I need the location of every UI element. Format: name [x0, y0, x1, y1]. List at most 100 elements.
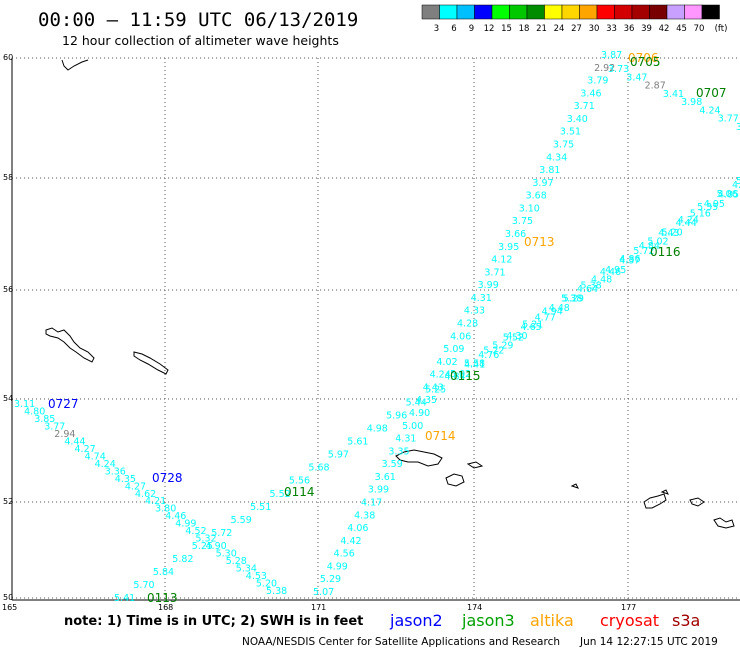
legend-swatch [684, 4, 703, 20]
wave-height-value: 4.99 [327, 561, 348, 572]
legend-value: 18 [519, 24, 530, 34]
wave-height-value: 4.28 [457, 319, 478, 330]
island-small-5 [713, 517, 735, 529]
wave-height-value: 4.35 [416, 395, 437, 406]
wave-height-value: 5.38 [561, 293, 582, 304]
wave-height-value: 4.46 [600, 267, 621, 278]
wave-height-value: 3.85 [34, 414, 55, 425]
wave-height-value: 3.77 [44, 421, 65, 432]
lon-label-171: 171 [311, 603, 326, 612]
footer-credit: NOAA/NESDIS Center for Satellite Applica… [242, 636, 560, 648]
legend-value: 39 [641, 24, 652, 34]
island-small-4 [689, 497, 705, 507]
wave-height-value: 4.80 [24, 407, 45, 418]
legend-swatch [439, 4, 458, 20]
wave-height-value: 4.98 [367, 424, 388, 435]
wave-height-value: 5.20 [256, 579, 277, 590]
lat-label-54: 54 [3, 394, 13, 403]
wave-height-value: 5.09 [443, 344, 464, 355]
wave-height-value: 5.34 [236, 564, 257, 575]
wave-height-value: 5.84 [153, 567, 174, 578]
wave-height-value: 4.31 [395, 434, 416, 445]
wave-height-value: 5.25 [425, 385, 446, 396]
legend-value: 36 [624, 24, 635, 34]
plot-area [11, 57, 740, 601]
wave-height-value: 5.82 [172, 554, 193, 565]
pass-label: 0706 [628, 51, 659, 65]
wave-height-value: 3.46 [580, 88, 601, 99]
lon-label-177: 177 [621, 603, 636, 612]
legend-swatch [509, 4, 528, 20]
wave-height-value: 5.38 [581, 280, 602, 291]
wave-height-value: 5.00 [402, 421, 423, 432]
wave-height-value: 4.94 [542, 306, 563, 317]
legend-swatch [526, 4, 545, 20]
wave-height-value: 4.46 [165, 511, 186, 522]
lat-label-52: 52 [3, 497, 13, 506]
wave-height-value: 5.06 [717, 189, 738, 200]
wave-height-value: 3.10 [519, 203, 540, 214]
wave-height-value: 3.75 [512, 216, 533, 227]
legend-swatch [421, 4, 440, 20]
wave-height-value: 5.29 [492, 341, 513, 352]
wave-height-value: 4.48 [549, 303, 570, 314]
legend-value: 27 [571, 24, 582, 34]
wave-height-value: 4.44 [676, 218, 697, 229]
wave-height-value: 3.75 [553, 140, 574, 151]
legend-value: 24 [554, 24, 565, 34]
wave-height-value: 4.74 [85, 451, 106, 462]
island-kiska [643, 493, 667, 509]
wave-height-value: 3.95 [736, 122, 740, 133]
wave-height-value: 4.86 [619, 254, 640, 265]
island-adak-group [395, 449, 443, 467]
wave-height-value: 4.24 [95, 459, 116, 470]
wave-height-value: 5.22 [483, 345, 504, 356]
wave-height-value: 4.43 [658, 228, 679, 239]
wave-height-value: 4.31 [471, 293, 492, 304]
lat-label-60: 60 [3, 53, 13, 62]
wave-height-value: 4.95 [704, 199, 725, 210]
wave-height-value: 4.02 [436, 357, 457, 368]
lat-label-50: 50 [3, 593, 13, 602]
legend-swatch [614, 4, 633, 20]
wave-height-value: 5.30 [216, 549, 237, 560]
legend-swatch [579, 4, 598, 20]
wave-height-value: 3.51 [560, 127, 581, 138]
wave-height-value: 2.94 [54, 429, 75, 440]
pass-label: 0714 [425, 429, 456, 443]
island-north-coast [61, 59, 89, 71]
mission-name: cryosat [600, 611, 659, 630]
wave-height-value: 4.43 [423, 382, 444, 393]
mission-legend: jason2 jason3 altika cryosat s3a [389, 611, 700, 630]
wave-height-value: 4.62 [135, 489, 156, 500]
wave-height-value: 4.24 [699, 105, 720, 116]
legend-swatch [491, 4, 510, 20]
wave-height-value: 3.71 [574, 101, 595, 112]
track-values: 3.114.803.853.772.944.444.274.744.243.36… [14, 50, 740, 604]
island-small-3 [570, 483, 579, 489]
wave-height-value: 3.98 [681, 97, 702, 108]
footer-note: note: 1) Time is in UTC; 2) SWH is in fe… [64, 614, 363, 629]
lon-label-168: 168 [158, 603, 173, 612]
wave-height-value: 5.29 [320, 574, 341, 585]
wave-height-value: 4.27 [75, 444, 96, 455]
wave-height-value: 3.68 [526, 191, 547, 202]
wave-height-value: 5.35 [697, 202, 718, 213]
wave-height-value: 4.65 [521, 322, 542, 333]
wave-height-value: 5.59 [231, 515, 252, 526]
wave-height-value: 4.95 [605, 265, 626, 276]
wave-height-value: 4.44 [64, 436, 85, 447]
wave-height-value: 5.38 [266, 586, 287, 597]
wave-height-value: 5.52 [503, 332, 524, 343]
legend-value: 70 [694, 24, 705, 34]
color-legend: 3 6 9 12 15 18 21 24 27 30 33 36 39 42 45 70 (ft) [421, 4, 727, 34]
footer-timestamp: Jun 14 12:27:15 UTC 2019 [579, 636, 718, 648]
wave-height-value: 5.51 [250, 502, 271, 513]
wave-height-value: 3.71 [484, 267, 505, 278]
pass-labels: 0727 0728 0113 0114 0115 0116 0714 0713 07060705… [48, 51, 727, 605]
legend-swatch [666, 4, 685, 20]
wave-height-value: 5.28 [226, 556, 247, 567]
wave-height-value: 3.41 [663, 89, 684, 100]
wave-height-value: 3.80 [155, 504, 176, 515]
